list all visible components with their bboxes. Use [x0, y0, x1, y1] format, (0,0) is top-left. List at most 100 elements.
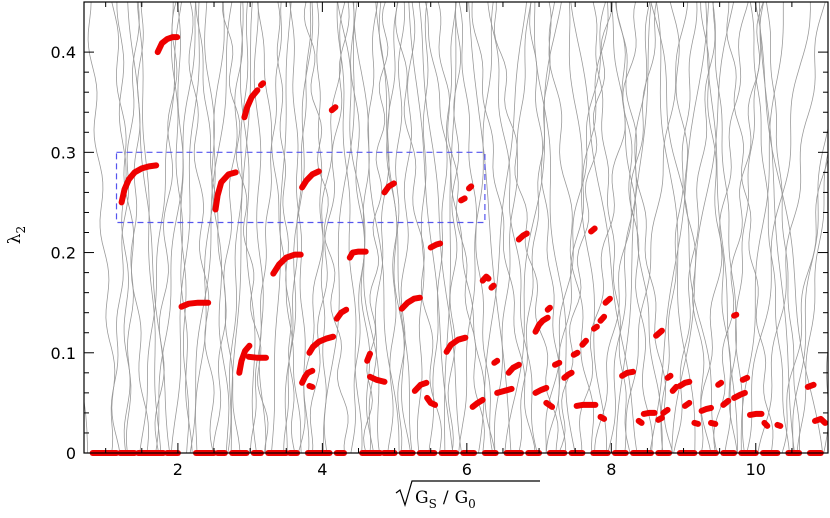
data-point-arc [561, 369, 575, 381]
x-tick-label: 2 [173, 460, 183, 479]
eigen-curve [796, 150, 828, 453]
y-tick-label: 0.2 [51, 244, 76, 263]
data-point-arc [579, 337, 589, 348]
eigen-curve [610, 2, 664, 453]
eigen-curve [712, 2, 745, 453]
eigen-curve [84, 398, 88, 453]
data-point-arc [443, 334, 469, 355]
eigen-curve [494, 2, 532, 453]
eigen-curve [408, 2, 454, 453]
eigen-curve [649, 2, 710, 453]
eigen-curve [568, 2, 608, 453]
eigen-curve [558, 2, 613, 453]
eigen-curve [493, 2, 559, 453]
eigen-curve [487, 2, 538, 453]
eigen-curve [669, 2, 712, 453]
eigen-curve [740, 2, 784, 453]
y-axis-label: λ2 [5, 226, 28, 244]
eigen-curve [529, 2, 567, 453]
eigen-curve [316, 2, 328, 453]
x-label-sep: / [443, 488, 449, 508]
eigen-curve [271, 2, 292, 453]
eigen-curve [616, 2, 674, 453]
data-point-arc [515, 230, 530, 243]
y-tick-label: 0 [66, 444, 76, 463]
data-point-arc [708, 419, 719, 427]
eigen-curve [700, 2, 749, 453]
data-point-arc [731, 311, 740, 319]
data-point-arc [367, 373, 388, 385]
data-point-arc [398, 294, 423, 312]
data-point-arc [570, 349, 581, 358]
eigen-curve [221, 2, 269, 453]
data-point-arc [602, 295, 613, 306]
data-point-arc [619, 368, 636, 379]
data-point-arc [346, 248, 369, 261]
data-point-arc [669, 383, 680, 394]
eigen-curve [447, 2, 462, 453]
eigen-curve [195, 2, 241, 453]
highlight-box [115, 151, 486, 224]
x-tick-label: 4 [317, 460, 327, 479]
eigen-curve [673, 2, 716, 453]
eigen-curve [127, 2, 171, 453]
data-point-arc [118, 162, 160, 206]
data-point-arc [640, 409, 658, 417]
eigen-curve [110, 2, 140, 453]
eigen-curve [257, 2, 302, 453]
data-point-arc [299, 168, 322, 191]
eigen-curve [189, 2, 233, 453]
eigen-curve [468, 2, 512, 453]
data-point-arc [469, 396, 486, 410]
eigen-curve [195, 2, 225, 453]
x-label-den-sub: 0 [468, 497, 476, 511]
eigen-curve [353, 2, 400, 453]
x-tick-label: 8 [606, 460, 616, 479]
data-point-arc [731, 389, 748, 401]
eigen-curve [471, 2, 536, 453]
plot-frame [83, 1, 829, 454]
eigen-curve [534, 2, 576, 453]
data-point-arc [178, 299, 212, 310]
curve-layer [84, 2, 828, 453]
data-point-arc [739, 374, 751, 383]
x-label-den: G [455, 488, 469, 508]
eigen-curve [650, 2, 718, 453]
x-tick-label: 10 [746, 460, 766, 479]
eigen-curve [397, 2, 416, 453]
eigen-curve [757, 2, 826, 453]
y-tick-label: 0.3 [51, 143, 76, 162]
eigen-curve [322, 2, 358, 453]
data-point-arc [653, 327, 665, 339]
eigen-curve [545, 2, 609, 453]
data-point-arc [306, 382, 316, 390]
eigen-curve [504, 2, 562, 453]
eigen-curve [754, 2, 823, 453]
eigen-curve [303, 2, 349, 453]
svg-text:GS/G0: GS / G0 [415, 488, 476, 511]
data-point-arc [411, 379, 430, 394]
svg-text:λ2: λ2 [5, 226, 28, 244]
eigen-curve [204, 2, 230, 453]
y-label-main: λ [5, 233, 25, 244]
data-point-arc [270, 251, 304, 277]
eigen-curve [116, 2, 132, 453]
eigen-curve [726, 2, 774, 453]
eigen-curve [671, 2, 734, 453]
eigen-curve [309, 2, 350, 453]
data-point-arc [544, 304, 553, 313]
eigen-curve [276, 2, 296, 453]
data-point-arc [381, 180, 397, 196]
x-label-num-sub: S [429, 497, 437, 511]
eigen-curve [823, 347, 828, 453]
eigen-curve [545, 2, 606, 453]
data-point-arc [364, 350, 373, 364]
eigen-curve [570, 2, 638, 453]
eigen-curve [378, 2, 411, 453]
eigen-curve [250, 2, 282, 453]
data-point-arc [676, 378, 693, 389]
eigen-curve [350, 2, 378, 453]
eigen-curve [758, 2, 795, 453]
eigen-curve [416, 2, 429, 453]
